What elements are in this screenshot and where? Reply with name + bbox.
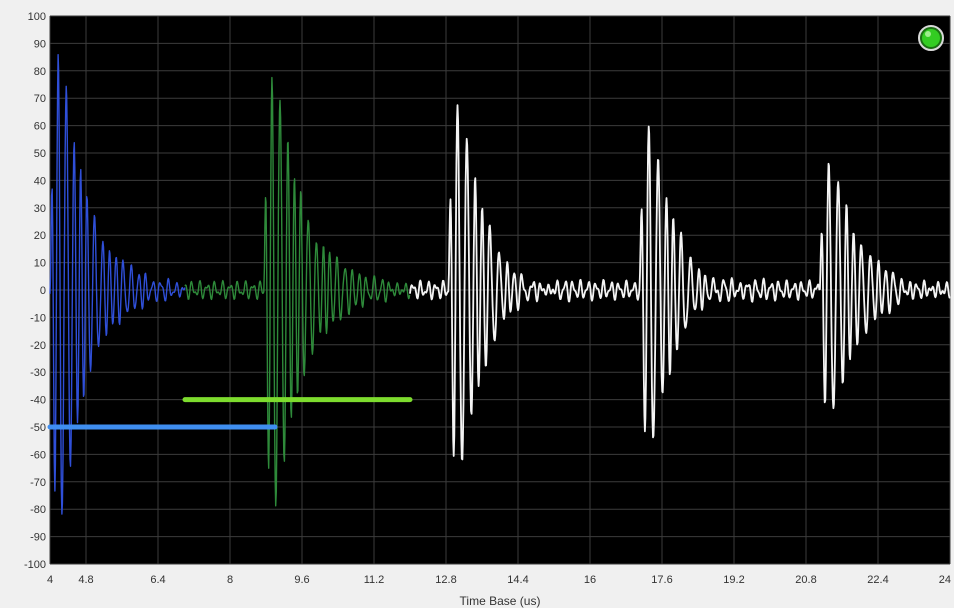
x-tick-label: 11.2 [364,574,385,586]
y-tick-label: -40 [30,395,46,407]
y-tick-label: 70 [34,93,46,105]
y-tick-label: 90 [34,38,46,50]
y-tick-label: -90 [30,532,46,544]
series-line [49,54,186,515]
series-layer [49,54,951,515]
x-tick-label: 16 [584,574,596,586]
x-tick-label: 20.8 [795,574,816,586]
y-tick-label: -80 [30,504,46,516]
x-tick-label: 9.6 [294,574,309,586]
y-tick-label: 100 [28,11,46,23]
y-tick-label: 0 [40,285,46,297]
x-axis-label: Time Base (us) [460,594,541,608]
x-tick-label: 8 [227,574,233,586]
x-tick-label: 4 [47,574,53,586]
x-tick-label: 22.4 [867,574,888,586]
x-tick-label: 17.6 [651,574,672,586]
y-tick-label: 40 [34,175,46,187]
y-tick-label: -10 [30,312,46,324]
series-line [409,104,951,461]
x-tick-label: 14.4 [507,574,528,586]
y-tick-label: -30 [30,367,46,379]
y-tick-label: 10 [34,258,46,270]
x-tick-label: 4.8 [78,574,93,586]
x-tick-label: 24 [939,574,951,586]
series-line [184,76,411,507]
y-axis: 1009080706050403020100-10-20-30-40-50-60… [24,11,46,571]
green-status-led-icon [918,25,944,51]
y-tick-label: -50 [30,422,46,434]
y-tick-label: -60 [30,449,46,461]
y-tick-label: 60 [34,121,46,133]
x-axis: 4 4.8 6.4 8 9.6 11.2 12.8 14.4 16 17.6 19.2 20.8 22.… [47,574,951,586]
x-tick-label: 6.4 [150,574,165,586]
y-tick-label: -100 [24,559,46,571]
y-tick-label: -70 [30,477,46,489]
y-tick-label: 80 [34,66,46,78]
y-tick-label: 20 [34,230,46,242]
y-tick-label: 50 [34,148,46,160]
y-tick-label: 30 [34,203,46,215]
x-tick-label: 19.2 [723,574,744,586]
marker-layer [47,397,413,430]
x-tick-label: 12.8 [435,574,456,586]
y-tick-label: -20 [30,340,46,352]
